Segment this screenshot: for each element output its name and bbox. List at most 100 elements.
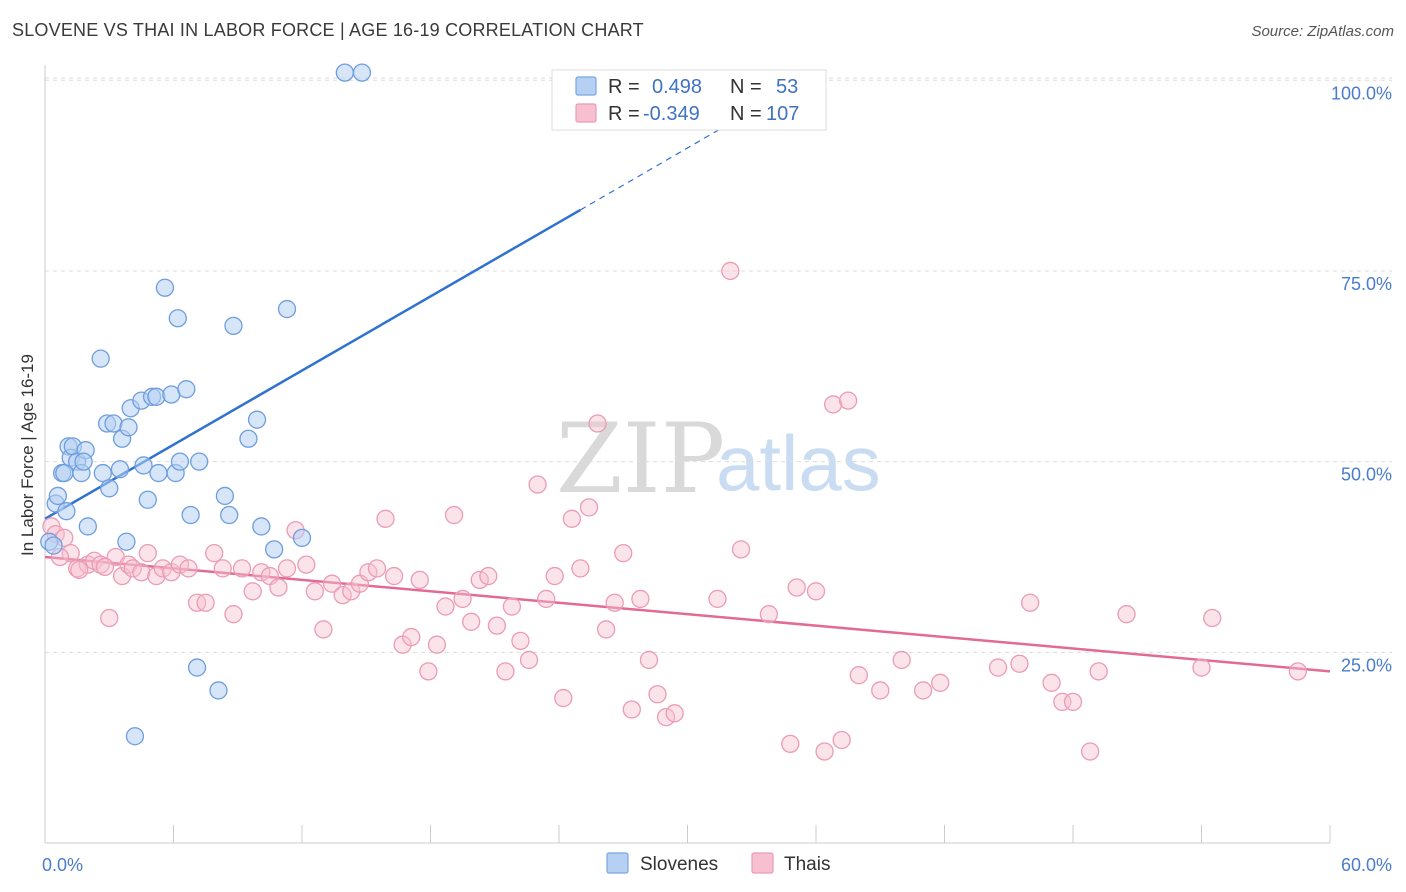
point-thais [384, 566, 404, 586]
point-thais [892, 650, 911, 670]
point-slovenes [181, 505, 200, 525]
point-slovenes [147, 387, 166, 406]
point-slovenes [57, 502, 76, 521]
point-thais [1203, 608, 1222, 628]
legend-box [551, 69, 827, 131]
legend-r-value-slovenes: 0.498 [652, 76, 702, 98]
legend-n-value-slovenes: 53 [776, 76, 798, 98]
y-tick-labels: 25.0% 50.0% 75.0% 100.0% [1331, 83, 1392, 675]
point-thais [1288, 662, 1308, 681]
point-slovenes [224, 316, 243, 336]
point-thais [815, 742, 834, 761]
point-thais [410, 570, 429, 590]
point-slovenes [209, 681, 228, 700]
bottom-legend-swatch-thais [751, 852, 774, 874]
point-thais [305, 582, 325, 601]
point-thais [871, 681, 890, 700]
point-thais [70, 560, 89, 580]
point-thais [913, 681, 933, 700]
point-slovenes [170, 452, 190, 471]
trend-line-thais [44, 555, 1331, 673]
point-slovenes [48, 486, 67, 506]
chart-title: SLOVENE VS THAI IN LABOR FORCE | AGE 16-… [12, 20, 644, 40]
bottom-legend-swatch-slovenes [606, 852, 629, 874]
point-thais [314, 620, 333, 639]
legend-n-label-2: N = [730, 103, 762, 125]
point-thais [721, 261, 740, 281]
watermark-zip: ZIP [556, 403, 725, 515]
point-thais [1010, 654, 1029, 673]
point-thais [1021, 593, 1040, 612]
point-slovenes [335, 63, 354, 82]
y-tick-label: 25.0% [1341, 655, 1392, 675]
point-thais [648, 685, 667, 704]
watermark-atlas: atlas [716, 419, 881, 507]
point-thais [579, 498, 599, 517]
point-slovenes [252, 517, 271, 536]
point-thais [562, 509, 581, 528]
point-thais [322, 574, 342, 593]
point-slovenes [277, 299, 297, 319]
point-thais [838, 391, 858, 410]
point-thais [402, 627, 421, 647]
point-slovenes [190, 452, 209, 471]
data-points [40, 63, 1308, 761]
point-slovenes [149, 463, 168, 483]
point-slovenes [125, 727, 145, 746]
point-thais [462, 612, 481, 631]
bottom-legend-label-thais: Thais [784, 854, 830, 875]
point-thais [61, 544, 80, 563]
point-thais [605, 593, 624, 612]
point-thais [731, 540, 751, 559]
y-tick-label: 100.0% [1331, 83, 1392, 103]
point-thais [487, 616, 507, 635]
point-thais [554, 688, 573, 708]
point-thais [519, 650, 539, 670]
bottom-legend-label-slovenes: Slovenes [640, 854, 718, 875]
y-tick-label: 50.0% [1341, 465, 1392, 485]
point-slovenes [134, 456, 153, 475]
point-thais [1053, 692, 1072, 712]
x-tick-label-min: 0.0% [42, 855, 83, 875]
point-thais [453, 589, 472, 609]
point-thais [100, 608, 119, 628]
point-slovenes [265, 540, 284, 559]
point-thais [823, 395, 843, 414]
point-thais [427, 635, 447, 654]
point-thais [781, 734, 800, 753]
point-slovenes [155, 278, 175, 297]
point-thais [596, 620, 616, 639]
point-slovenes [177, 380, 196, 399]
point-thais [269, 578, 288, 597]
point-thais [95, 557, 115, 577]
point-slovenes [215, 486, 235, 506]
point-slovenes [168, 309, 187, 328]
point-thais [213, 559, 232, 578]
point-thais [196, 593, 215, 612]
point-slovenes [93, 463, 112, 483]
point-thais [1063, 692, 1083, 712]
point-thais [232, 559, 252, 578]
point-thais [806, 582, 826, 601]
point-thais [537, 589, 556, 609]
point-thais [631, 589, 650, 609]
point-thais [367, 559, 387, 578]
point-thais [132, 563, 151, 582]
y-axis-label: In Labor Force | Age 16-19 [18, 354, 37, 556]
point-slovenes [74, 452, 93, 471]
point-thais [496, 662, 515, 681]
point-thais [759, 605, 779, 624]
point-thais [376, 509, 395, 528]
legend: R = 0.498 N = 53 R = -0.349 N = 107 [551, 69, 827, 131]
trend-lines [44, 110, 1331, 673]
point-thais [1089, 662, 1108, 681]
legend-r-value-thais: -0.349 [643, 103, 700, 125]
point-slovenes [138, 490, 157, 509]
point-thais [614, 544, 633, 563]
point-thais [1192, 658, 1211, 677]
point-thais [502, 597, 522, 616]
point-thais [639, 650, 659, 670]
point-slovenes [110, 460, 130, 479]
legend-r-label-2: R = [608, 103, 640, 125]
point-slovenes [78, 517, 97, 536]
